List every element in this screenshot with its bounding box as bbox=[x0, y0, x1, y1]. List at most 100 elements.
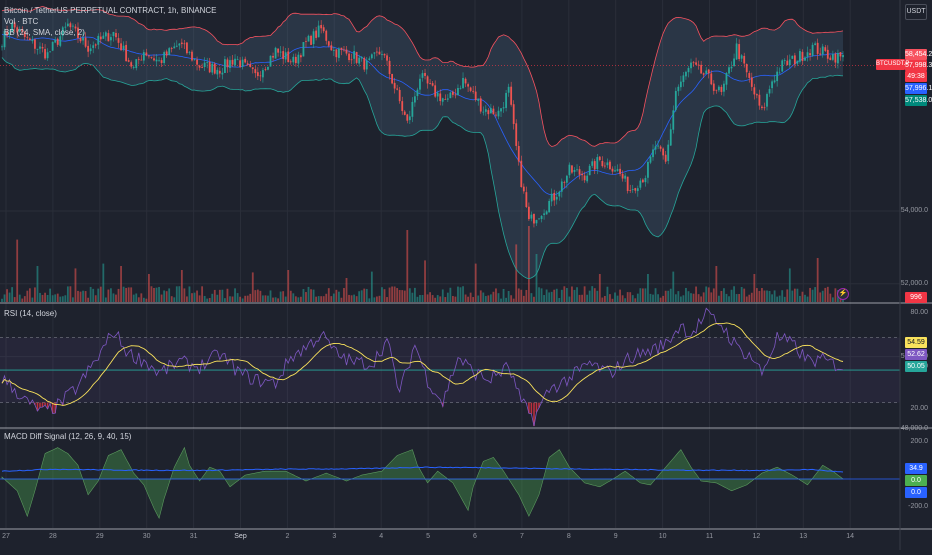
candle-body bbox=[6, 31, 8, 36]
volume-bar bbox=[338, 291, 340, 302]
candle-body bbox=[581, 173, 583, 176]
volume-bar bbox=[434, 297, 437, 302]
candle-body bbox=[54, 39, 57, 43]
volume-bar bbox=[312, 289, 315, 302]
volume-bar bbox=[127, 287, 130, 302]
volume-bar bbox=[616, 295, 619, 302]
volume-bar bbox=[659, 297, 662, 302]
candle-body bbox=[439, 93, 442, 102]
candle-body bbox=[213, 63, 216, 74]
candle-body bbox=[363, 57, 366, 70]
candle-body bbox=[444, 99, 447, 100]
volume-bar bbox=[755, 288, 758, 302]
time-tick-label: 27 bbox=[2, 533, 10, 540]
volume-bar bbox=[231, 296, 234, 302]
volume-bar bbox=[783, 296, 786, 302]
volume-bar bbox=[495, 288, 497, 302]
volume-bar bbox=[788, 268, 791, 302]
currency-button[interactable]: USDT bbox=[905, 4, 927, 20]
volume-bar bbox=[578, 294, 581, 302]
volume-bar bbox=[459, 287, 462, 302]
candle-body bbox=[300, 55, 302, 58]
candle-body bbox=[292, 56, 295, 63]
candle-body bbox=[596, 157, 599, 169]
time-tick-label: 7 bbox=[519, 533, 524, 540]
volume-bar bbox=[464, 294, 467, 302]
volume-bar bbox=[824, 287, 827, 302]
volume-bar bbox=[571, 286, 573, 302]
candle-body bbox=[110, 37, 112, 41]
volume-bar bbox=[598, 274, 601, 302]
volume-bar bbox=[262, 295, 264, 302]
candle-body bbox=[806, 52, 809, 57]
volume-bar bbox=[239, 296, 242, 302]
volume-bar bbox=[768, 290, 771, 302]
volume-bar bbox=[672, 271, 675, 302]
candle-body bbox=[94, 44, 97, 46]
candle-body bbox=[188, 51, 191, 53]
candle-body bbox=[609, 161, 611, 170]
candle-body bbox=[657, 145, 659, 147]
volume-bar bbox=[110, 288, 112, 302]
candle-body bbox=[728, 67, 730, 74]
price-tag: 49:38 bbox=[905, 71, 927, 82]
volume-bar bbox=[188, 286, 191, 302]
candle-body bbox=[186, 42, 188, 54]
bollinger-legend[interactable]: BB (24, SMA, close, 2) bbox=[4, 28, 85, 37]
candle-body bbox=[236, 59, 239, 61]
candle-body bbox=[527, 206, 530, 220]
rsi-ma-line bbox=[1, 322, 844, 406]
price-tick-label: 48,000.0 bbox=[900, 425, 928, 433]
volume-bar bbox=[360, 290, 363, 302]
candle-body bbox=[368, 58, 371, 60]
candle-body bbox=[535, 220, 538, 224]
volume-bar bbox=[720, 290, 723, 302]
candle-body bbox=[434, 85, 437, 97]
price-tag: 58,454.2 bbox=[905, 49, 932, 60]
volume-bar bbox=[251, 272, 254, 302]
candle-body bbox=[203, 62, 206, 68]
candle-body bbox=[598, 156, 601, 160]
candle-body bbox=[786, 60, 789, 66]
rsi-legend[interactable]: RSI (14, close) bbox=[4, 309, 57, 318]
volume-bar bbox=[538, 287, 540, 302]
candle-body bbox=[117, 38, 120, 43]
candle-body bbox=[322, 27, 325, 32]
volume-bar bbox=[383, 289, 386, 302]
candle-body bbox=[804, 57, 806, 61]
volume-bar bbox=[368, 298, 371, 302]
volume-bar bbox=[631, 295, 634, 302]
candle-body bbox=[249, 64, 252, 67]
volume-legend[interactable]: Vol · BTC bbox=[4, 17, 39, 26]
candle-body bbox=[193, 58, 196, 60]
candle-body bbox=[267, 66, 269, 70]
macd-legend[interactable]: MACD Diff Signal (12, 26, 9, 40, 15) bbox=[4, 432, 132, 441]
volume-bar bbox=[89, 286, 92, 302]
candle-body bbox=[479, 98, 482, 112]
candle-body bbox=[130, 62, 133, 67]
candle-body bbox=[446, 98, 449, 100]
bollinger-band-lines bbox=[0, 5, 900, 280]
volume-bar bbox=[66, 286, 69, 302]
volume-bar bbox=[208, 297, 211, 302]
tradingview-logo-icon[interactable]: ⚡ bbox=[837, 288, 849, 300]
bollinger-lower-line bbox=[1, 57, 844, 280]
candle-body bbox=[761, 106, 763, 109]
candle-body bbox=[502, 107, 505, 109]
symbol-title[interactable]: Bitcoin / TetherUS PERPETUAL CONTRACT, 1… bbox=[4, 6, 217, 15]
volume-bar bbox=[829, 293, 832, 302]
volume-bar bbox=[793, 288, 796, 302]
volume-bar bbox=[497, 293, 500, 302]
candle-body bbox=[735, 43, 738, 60]
candlesticks[interactable] bbox=[1, 18, 844, 228]
volume-bar bbox=[115, 294, 117, 302]
candle-body bbox=[545, 211, 548, 215]
volume-bar bbox=[353, 294, 356, 302]
volume-bar bbox=[500, 298, 502, 302]
volume-bar bbox=[647, 274, 649, 302]
volume-bar bbox=[274, 297, 277, 302]
candle-body bbox=[771, 81, 773, 89]
